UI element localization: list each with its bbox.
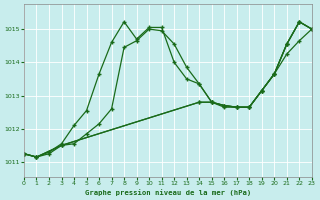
X-axis label: Graphe pression niveau de la mer (hPa): Graphe pression niveau de la mer (hPa) (85, 189, 251, 196)
